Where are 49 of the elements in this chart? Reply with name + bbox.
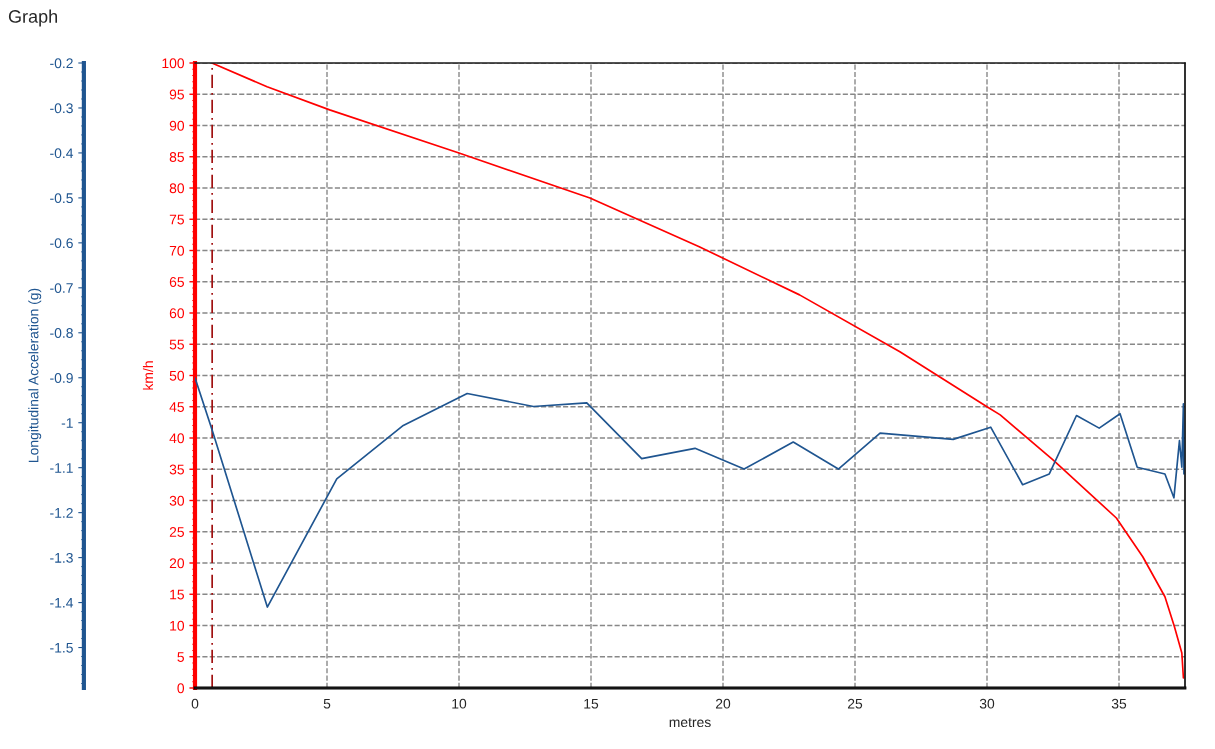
- y-tick-label: 80: [169, 183, 185, 194]
- y2-tick-label: -0.7: [50, 283, 73, 293]
- y2-tick-label: -0.3: [50, 103, 73, 114]
- y-tick-label: 20: [169, 558, 185, 569]
- x-tick-label: 5: [323, 698, 331, 709]
- x-axis-title: metres: [669, 718, 711, 728]
- y-tick-label: 85: [169, 152, 184, 162]
- y2-tick-label: -1: [61, 418, 73, 428]
- y2-axis-title: Longitudinal Acceleration (g): [28, 288, 42, 462]
- y2-tick-label: -0.5: [50, 193, 73, 204]
- y-tick-label: 35: [169, 464, 184, 475]
- y2-tick-label: -0.9: [50, 373, 73, 383]
- y-tick-label: 50: [169, 370, 185, 381]
- x-tick-label: 35: [1111, 698, 1127, 709]
- y2-tick-label: -1.3: [50, 552, 73, 563]
- y-tick-label: 65: [169, 277, 184, 287]
- y-tick-label: 45: [169, 402, 184, 412]
- x-tick-label: 20: [715, 698, 731, 709]
- y-tick-label: 55: [169, 339, 184, 350]
- y2-tick-label: -1.4: [50, 598, 74, 608]
- y-tick-label: 60: [169, 308, 185, 319]
- y-tick-label: 30: [169, 495, 185, 506]
- y-tick-label: 10: [170, 620, 185, 631]
- x-tick-label: 15: [584, 698, 599, 709]
- y2-tick-label: -0.2: [50, 58, 73, 69]
- x-tick-label: 10: [452, 698, 467, 709]
- y-tick-label: 70: [169, 245, 185, 256]
- y-tick-label: 95: [169, 89, 184, 100]
- y-tick-label: 75: [169, 214, 184, 225]
- text: Graph: [8, 9, 58, 27]
- y-tick-label: 100: [162, 58, 185, 69]
- y-tick-label: 15: [170, 589, 184, 600]
- y-tick-label: 40: [169, 433, 185, 444]
- x-tick-label: 25: [847, 698, 863, 709]
- y2-tick-label: -1.5: [50, 643, 73, 653]
- y2-tick-label: -1.1: [50, 463, 73, 473]
- line-series: [195, 376, 1185, 608]
- x-tick-label: 30: [979, 698, 995, 709]
- y-tick-label: 25: [169, 527, 184, 537]
- y2-tick-label: -0.4: [50, 148, 74, 159]
- y2-tick-label: -0.8: [50, 328, 73, 338]
- y-tick-label: 90: [169, 120, 185, 131]
- y-tick-label: 0: [177, 683, 185, 694]
- y2-tick-label: -1.2: [50, 507, 73, 518]
- y2-tick-label: -0.6: [50, 238, 73, 249]
- y-tick-label: 5: [177, 652, 184, 662]
- line-series: [211, 63, 1185, 679]
- x-tick-label: 0: [191, 698, 199, 709]
- y-axis-title: km/h: [142, 361, 154, 390]
